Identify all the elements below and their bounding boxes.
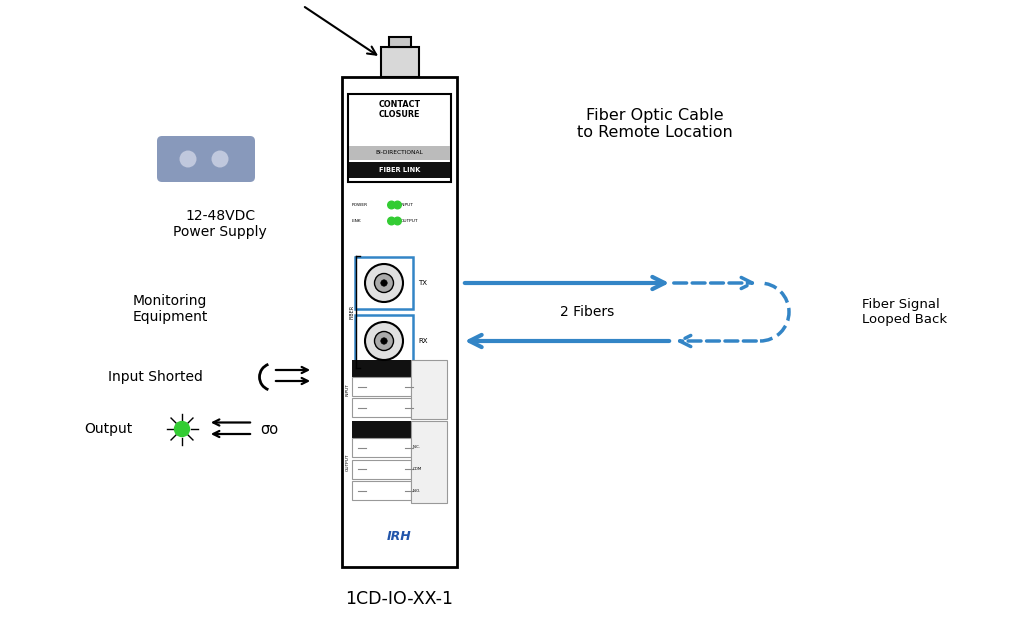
Circle shape — [381, 280, 387, 286]
Circle shape — [393, 217, 401, 225]
Text: POWER: POWER — [352, 203, 368, 207]
Text: 2 Fibers: 2 Fibers — [560, 305, 614, 319]
FancyBboxPatch shape — [352, 421, 447, 438]
Text: Fiber Optic Cable
to Remote Location: Fiber Optic Cable to Remote Location — [578, 108, 733, 140]
Circle shape — [381, 338, 387, 344]
FancyBboxPatch shape — [411, 360, 447, 419]
Text: Input Shorted: Input Shorted — [108, 370, 203, 384]
FancyBboxPatch shape — [388, 37, 411, 47]
Circle shape — [375, 331, 393, 350]
Text: Output: Output — [84, 422, 132, 436]
Circle shape — [179, 150, 197, 167]
Circle shape — [365, 264, 403, 302]
FancyBboxPatch shape — [352, 460, 411, 479]
FancyBboxPatch shape — [157, 136, 255, 182]
Text: Monitoring
Equipment: Monitoring Equipment — [132, 294, 208, 324]
Text: BI-DIRECTIONAL: BI-DIRECTIONAL — [376, 150, 423, 155]
Text: LINK: LINK — [352, 219, 361, 223]
Text: FIBER: FIBER — [350, 305, 355, 319]
Text: Fiber Signal
Looped Back: Fiber Signal Looped Back — [862, 298, 947, 326]
Circle shape — [365, 322, 403, 360]
FancyBboxPatch shape — [355, 257, 413, 309]
Circle shape — [388, 217, 395, 225]
Circle shape — [375, 274, 393, 292]
Text: N.O.: N.O. — [413, 489, 421, 493]
Text: 12-48VDC
Power Supply: 12-48VDC Power Supply — [173, 209, 267, 239]
Text: 1CD-IO-XX-1: 1CD-IO-XX-1 — [345, 590, 454, 608]
Circle shape — [212, 150, 228, 167]
FancyBboxPatch shape — [352, 481, 411, 500]
FancyBboxPatch shape — [348, 94, 451, 182]
FancyBboxPatch shape — [355, 315, 413, 367]
Text: COM: COM — [413, 467, 422, 471]
FancyBboxPatch shape — [411, 421, 447, 503]
Text: CONTACT
CLOSURE: CONTACT CLOSURE — [379, 100, 421, 120]
FancyBboxPatch shape — [349, 162, 450, 178]
FancyBboxPatch shape — [381, 47, 419, 77]
FancyBboxPatch shape — [349, 146, 450, 160]
FancyBboxPatch shape — [342, 77, 457, 567]
FancyBboxPatch shape — [352, 398, 411, 417]
Circle shape — [174, 421, 189, 437]
Text: INPUT: INPUT — [401, 203, 414, 207]
Text: INPUT: INPUT — [346, 383, 350, 396]
Text: σo: σo — [260, 421, 279, 437]
Text: FIBER LINK: FIBER LINK — [379, 167, 420, 173]
Text: IRH: IRH — [387, 530, 412, 543]
Circle shape — [393, 201, 401, 209]
Text: N.C.: N.C. — [413, 445, 421, 450]
FancyBboxPatch shape — [352, 360, 447, 377]
FancyBboxPatch shape — [352, 377, 411, 396]
Text: RX: RX — [418, 338, 427, 344]
Text: OUTPUT: OUTPUT — [346, 454, 350, 470]
FancyBboxPatch shape — [352, 438, 411, 457]
Circle shape — [388, 201, 395, 209]
Text: OUTPUT: OUTPUT — [401, 219, 419, 223]
Text: TX: TX — [418, 280, 427, 286]
